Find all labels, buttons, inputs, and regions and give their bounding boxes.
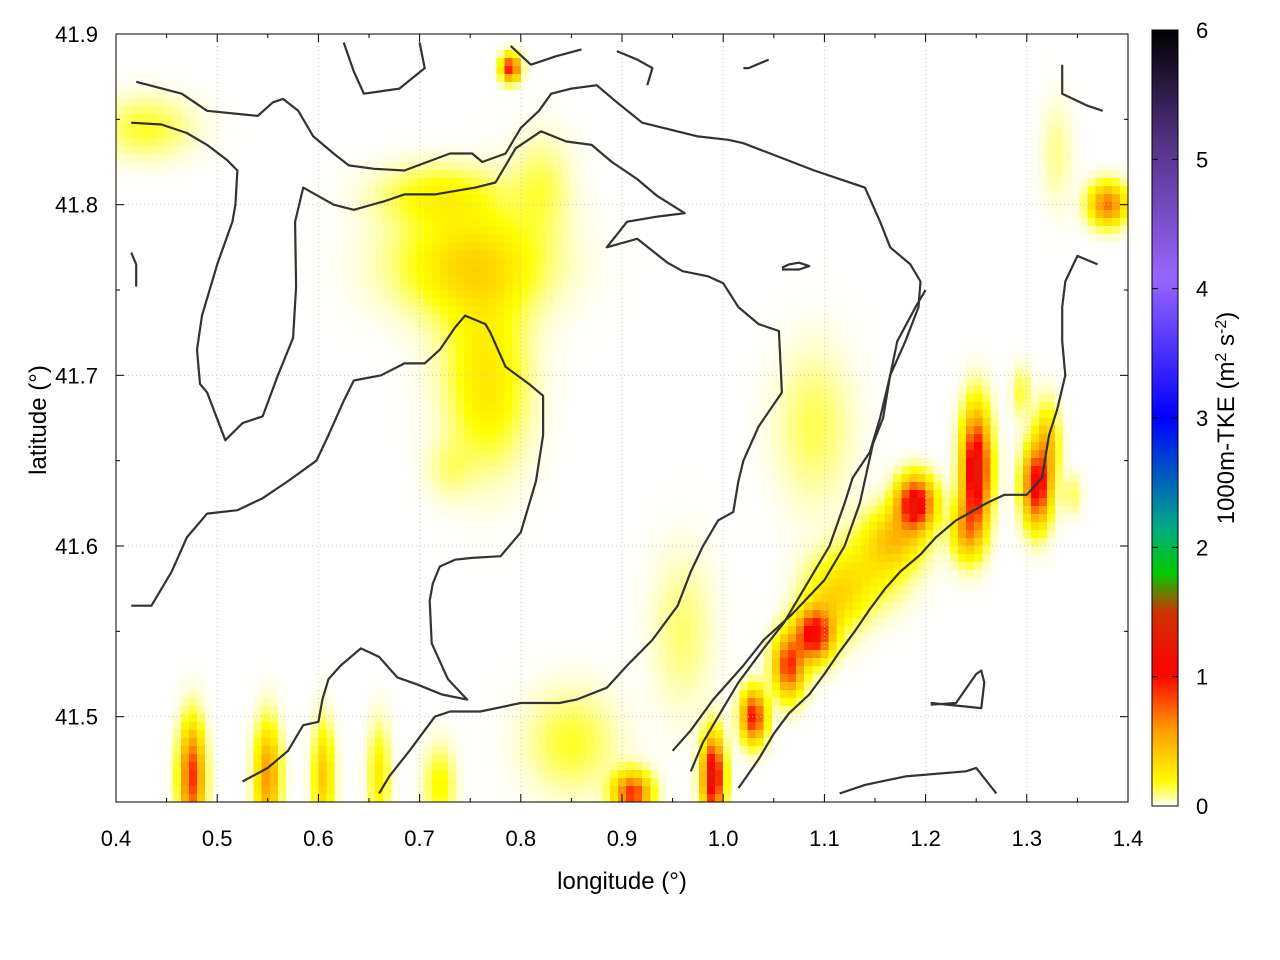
- colorbar-tick-label: 5: [1196, 147, 1208, 172]
- contour-line: [743, 58, 770, 70]
- x-tick-label: 1.4: [1113, 826, 1144, 851]
- y-axis-ticks: 41.5 41.6 41.7 41.8 41.9: [55, 22, 1128, 803]
- contour-line: [671, 289, 927, 752]
- colorbar-ticks: 0 1 2 3 4 5 6: [1152, 18, 1208, 819]
- x-tick-label: 0.5: [202, 826, 233, 851]
- x-axis-ticks: 0.4 0.5 0.6 0.7 0.8 0.9 1.0 1.1 1.2 1.3 1.4: [101, 34, 1144, 851]
- contour-line: [130, 252, 138, 287]
- y-tick-label: 41.7: [55, 363, 98, 388]
- y-tick-label: 41.8: [55, 193, 98, 218]
- contour-line: [131, 121, 783, 795]
- x-tick-label: 0.8: [506, 826, 537, 851]
- contour-line: [1061, 64, 1104, 112]
- x-tick-label: 1.3: [1012, 826, 1043, 851]
- x-tick-label: 1.2: [910, 826, 941, 851]
- x-tick-label: 0.7: [404, 826, 435, 851]
- y-axis-label: latitude (°): [25, 365, 52, 475]
- x-tick-label: 1.0: [708, 826, 739, 851]
- x-tick-label: 0.4: [101, 826, 132, 851]
- x-tick-label: 0.6: [303, 826, 334, 851]
- contour-line: [135, 80, 922, 772]
- colorbar-tick-label: 6: [1196, 18, 1208, 43]
- colorbar: 0 1 2 3 4 5 6 1000m-TKE (m2 s-2): [1151, 18, 1241, 819]
- contour-lines: [130, 42, 1104, 795]
- colorbar-tick-label: 4: [1196, 277, 1208, 302]
- contour-line: [616, 50, 654, 86]
- y-tick-label: 41.6: [55, 534, 98, 559]
- contour-line: [131, 314, 545, 783]
- contour-line: [930, 669, 986, 710]
- contour-line: [509, 45, 582, 66]
- contour-line: [781, 261, 811, 271]
- y-tick-label: 41.9: [55, 22, 98, 47]
- contour-line: [737, 254, 1099, 789]
- colorbar-title-mid: s: [1213, 334, 1240, 353]
- contour-line: [839, 766, 998, 795]
- y-tick-label: 41.5: [55, 705, 98, 730]
- colorbar-title-end: ): [1213, 312, 1240, 320]
- colorbar-title-sup2: -2: [1213, 320, 1230, 334]
- colorbar-tick-label: 1: [1196, 665, 1208, 690]
- colorbar-title: 1000m-TKE (m2 s-2): [1213, 312, 1241, 525]
- colorbar-title-sup1: 2: [1213, 353, 1230, 362]
- colorbar-title-main: 1000m-TKE (m: [1213, 362, 1240, 525]
- x-tick-label: 1.1: [809, 826, 840, 851]
- colorbar-tick-label: 2: [1196, 535, 1208, 560]
- contour-line: [342, 42, 426, 95]
- colorbar-tick-label: 0: [1196, 794, 1208, 819]
- colorbar-tick-label: 3: [1196, 406, 1208, 431]
- x-tick-label: 0.9: [607, 826, 638, 851]
- x-axis-label: longitude (°): [557, 868, 687, 895]
